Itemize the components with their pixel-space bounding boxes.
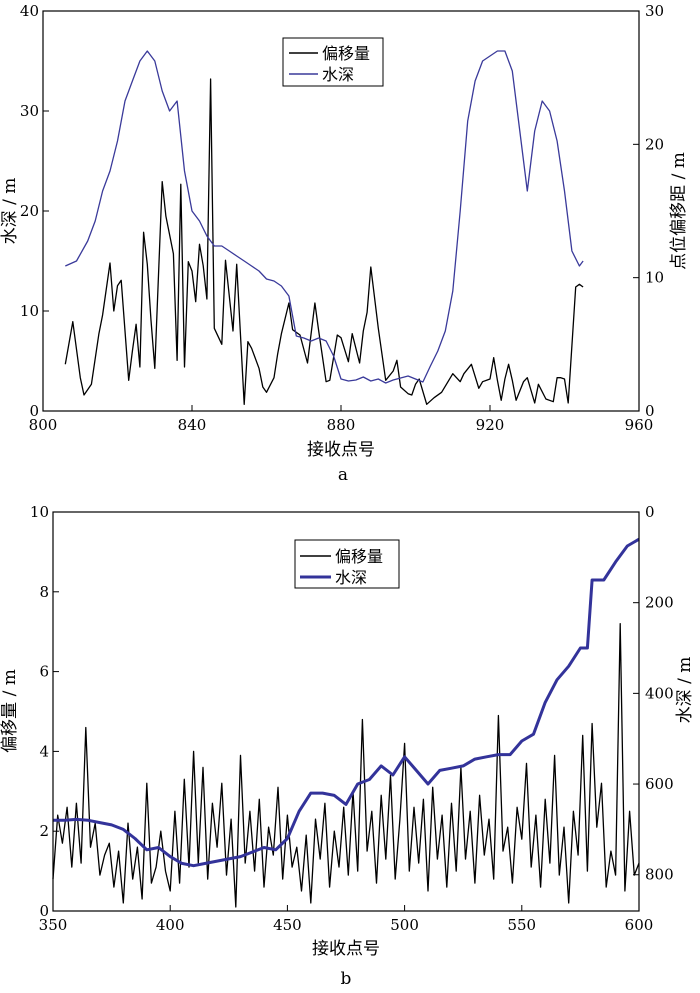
chart-a-ytick-left-label: 30 (20, 102, 39, 120)
chart-a-legend-label-offset: 偏移量 (322, 44, 370, 63)
chart-b-ytick-right-label: 600 (645, 775, 674, 793)
chart-a-ytick-left-label: 0 (29, 402, 39, 420)
chart-a-ytick-right-label: 20 (645, 135, 664, 153)
chart-a-ytick-right-label: 10 (645, 269, 664, 287)
chart-b-legend-label-offset: 偏移量 (335, 547, 383, 566)
chart-b-ytick-left-label: 2 (39, 822, 49, 840)
chart-b-subtitle: b (341, 969, 352, 989)
chart-a-xtick-label: 800 (29, 416, 58, 434)
chart-b-xtick-label: 450 (273, 916, 302, 934)
chart-a-ytick-right-label: 30 (645, 2, 664, 20)
chart-b-legend: 偏移量 水深 (294, 539, 400, 589)
chart-a-ylabel-right: 点位偏移距 / m (669, 152, 689, 270)
chart-a-legend-box (282, 37, 384, 87)
chart-b-series-offset-line (52, 623, 640, 908)
chart-a-ytick-left-label: 40 (20, 2, 39, 20)
chart-b-ylabel-right: 水深 / m (675, 657, 695, 724)
chart-b-series-layer (52, 537, 640, 908)
chart-b-xtick-label: 550 (507, 916, 536, 934)
chart-b-ytick-left-label: 8 (39, 583, 49, 601)
chart-b-ytick-right-label: 800 (645, 866, 674, 884)
chart-a-xtick-label: 960 (625, 416, 654, 434)
chart-b-xtick-label: 600 (625, 916, 654, 934)
chart-b-ticks: 350 400 450 500 550 600 0 2 4 6 8 10 0 200 400 600 800 (30, 503, 674, 934)
chart-a-xtick-label: 920 (476, 416, 505, 434)
chart-b: 350 400 450 500 550 600 0 2 4 6 8 10 0 200 400 600 800 接… (0, 503, 695, 989)
chart-b-ytick-left-label: 0 (39, 902, 49, 920)
chart-b-legend-label-depth: 水深 (335, 568, 367, 587)
chart-a-series-offset-line (64, 78, 584, 405)
chart-b-series-depth-line (53, 537, 640, 868)
chart-a-ylabel-left: 水深 / m (0, 178, 20, 245)
chart-b-xlabel: 接收点号 (312, 939, 380, 959)
chart-b-ytick-left-label: 6 (39, 663, 49, 681)
chart-b-xtick-label: 400 (156, 916, 185, 934)
chart-a-ytick-left-label: 10 (20, 302, 39, 320)
chart-b-legend-box (294, 539, 400, 589)
chart-b-ytick-left-label: 10 (30, 503, 49, 521)
chart-a-xlabel: 接收点号 (307, 440, 375, 460)
chart-a-legend-label-depth: 水深 (322, 65, 354, 84)
chart-a-xtick-label: 880 (327, 416, 356, 434)
chart-b-ytick-right-label: 200 (645, 594, 674, 612)
chart-a-subtitle: a (338, 465, 348, 485)
chart-b-ytick-right-label: 0 (645, 503, 655, 521)
chart-b-ylabel-left: 偏移量 / m (0, 669, 20, 753)
chart-a-xtick-label: 840 (178, 416, 207, 434)
chart-a-ytick-right-label: 0 (645, 402, 655, 420)
chart-b-ytick-left-label: 4 (39, 742, 49, 760)
chart-a-series-depth-line (65, 50, 584, 384)
chart-b-xtick-label: 350 (39, 916, 68, 934)
chart-b-ytick-right-label: 400 (645, 684, 674, 702)
chart-b-frame (52, 511, 640, 912)
chart-a-series-layer (64, 50, 584, 405)
chart-a-legend: 偏移量 水深 (282, 37, 384, 87)
chart-a-ytick-left-label: 20 (20, 202, 39, 220)
chart-b-xtick-label: 500 (390, 916, 419, 934)
